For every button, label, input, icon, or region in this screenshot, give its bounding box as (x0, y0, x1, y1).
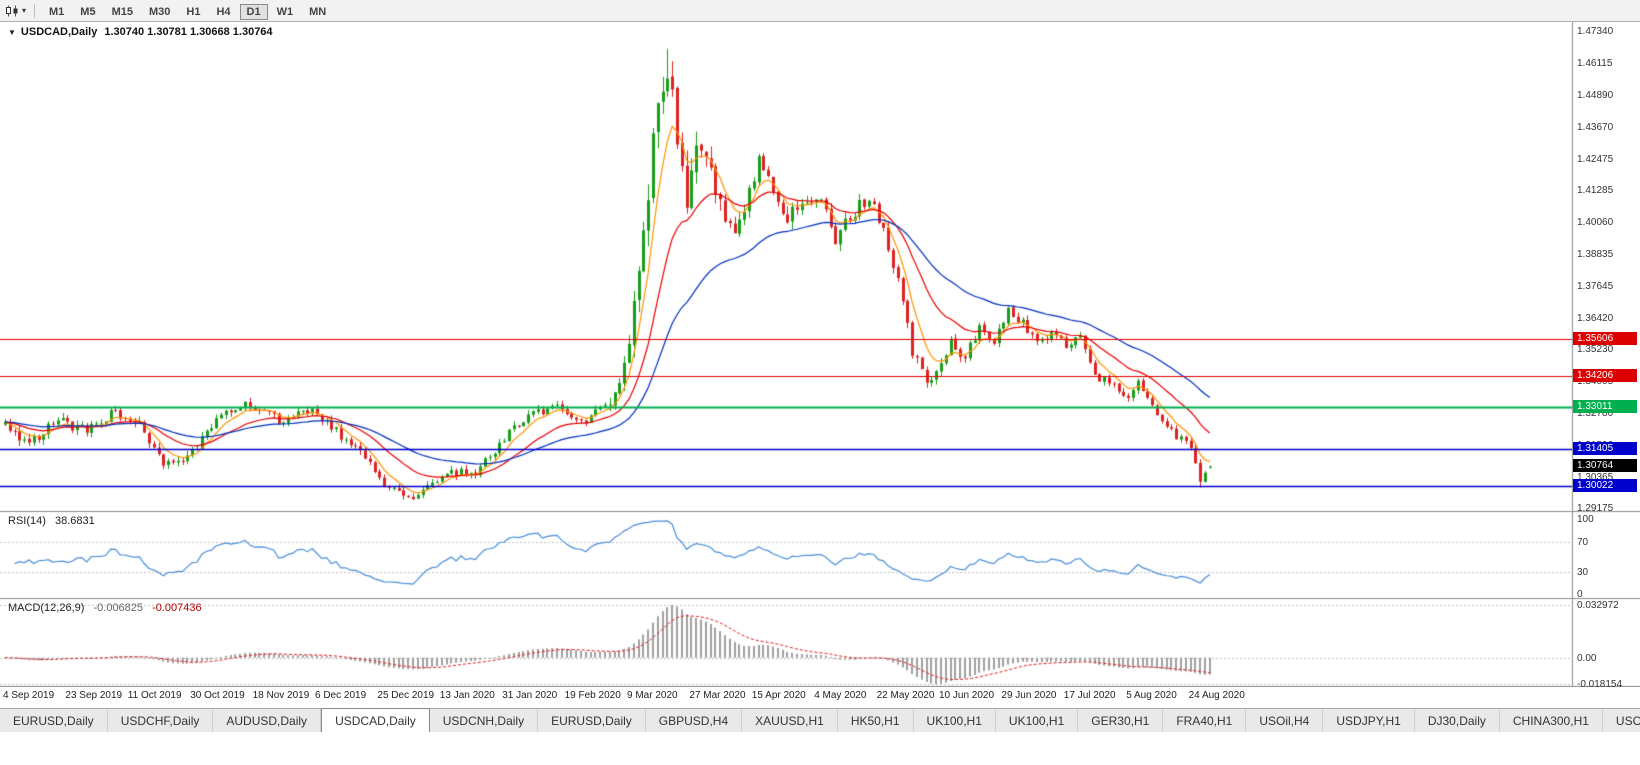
chart-tab-uk100-h1[interactable]: UK100,H1 (996, 709, 1079, 732)
chart-tabs-bar: EURUSD,Daily USDCHF,Daily AUDUSD,Daily USDC… (0, 708, 1640, 732)
current-price-tag: 1.30764 (1573, 459, 1637, 473)
date-axis-label: 10 Jun 2020 (939, 690, 995, 701)
rsi-current-value: 38.6831 (54, 515, 95, 527)
chart-ohlc-values: 1.30740 1.30781 1.30668 1.30764 (104, 26, 273, 38)
price-level-tag: 1.34206 (1573, 368, 1637, 382)
date-axis-label: 30 Oct 2019 (190, 690, 245, 701)
price-level-tag: 1.31405 (1573, 442, 1637, 456)
chart-tab-usdjpy-h1[interactable]: USDJPY,H1 (1323, 709, 1415, 732)
date-axis-label: 25 Dec 2019 (377, 690, 435, 701)
date-axis-label: 15 Apr 2020 (751, 690, 806, 701)
price-level-tag: 1.33011 (1573, 400, 1637, 414)
timeframe-button-h4[interactable]: H4 (216, 5, 231, 18)
date-axis-label: 24 Aug 2020 (1188, 690, 1245, 701)
rsi-panel-header: RSI(14) 38.6831 (8, 515, 95, 527)
price-axis-label: 1.37645 (1577, 280, 1614, 292)
macd-panel-header: MACD(12,26,9) -0.006825 -0.007436 (8, 602, 202, 614)
price-axis-label: 1.38835 (1577, 249, 1614, 261)
timeframe-button-m30[interactable]: M30 (148, 5, 171, 18)
rsi-level-label: 70 (1577, 536, 1589, 548)
chart-type-dropdown-icon[interactable]: ▾ (22, 6, 27, 15)
price-axis-label: 1.29175 (1577, 503, 1614, 514)
date-axis-label: 13 Jan 2020 (439, 690, 495, 701)
timeframe-button-w1[interactable]: W1 (276, 5, 294, 18)
date-axis-label: 4 Sep 2019 (3, 690, 55, 701)
rsi-level-label: 30 (1577, 566, 1589, 578)
timeframe-toolbar: ▾ M1 M5 M15 M30 H1 H4 D1 W1 MN (0, 0, 1640, 22)
chart-tab-eurusd-daily[interactable]: EURUSD,Daily (0, 709, 108, 732)
macd-indicator-label: MACD(12,26,9) (8, 602, 85, 614)
chart-tab-hk50-h1[interactable]: HK50,H1 (838, 709, 914, 732)
date-axis-label: 4 May 2020 (814, 690, 867, 701)
chart-tab-ger30-h1[interactable]: GER30,H1 (1078, 709, 1164, 732)
date-axis-label: 5 Aug 2020 (1126, 690, 1177, 701)
chart-tab-usdcnh-daily[interactable]: USDCNH,Daily (430, 709, 539, 732)
rsi-level-label: 0 (1577, 589, 1583, 600)
chart-tab-usoil-h1[interactable]: USOil,H1 (1603, 709, 1640, 732)
timeframe-button-m15[interactable]: M15 (111, 5, 133, 18)
macd-main-value: -0.006825 (93, 602, 144, 614)
toolbar-separator (34, 3, 36, 18)
date-axis-label: 11 Oct 2019 (127, 690, 182, 701)
macd-level-label: 0.032972 (1577, 600, 1619, 611)
date-axis-label: 29 Jun 2020 (1001, 690, 1057, 701)
date-axis-label: 17 Jul 2020 (1063, 690, 1116, 701)
price-axis-label: 1.41285 (1577, 185, 1614, 196)
chart-type-icon[interactable] (5, 5, 19, 17)
price-axis-label: 1.30365 (1577, 471, 1614, 483)
date-axis-label: 19 Feb 2020 (564, 690, 621, 701)
price-axis-label: 1.35230 (1577, 344, 1614, 355)
macd-signal-value: -0.007436 (152, 602, 202, 614)
chart-tab-eurusd-daily[interactable]: EURUSD,Daily (538, 709, 646, 732)
timeframe-button-h1[interactable]: H1 (186, 5, 201, 18)
date-axis-label: 27 Mar 2020 (689, 690, 746, 701)
price-axis-label: 1.42475 (1577, 153, 1614, 165)
date-axis-label: 18 Nov 2019 (252, 690, 310, 701)
chart-tab-dj30-daily[interactable]: DJ30,Daily (1415, 709, 1500, 732)
chart-ohlc-header: ▼ USDCAD,Daily 1.30740 1.30781 1.30668 1… (8, 26, 273, 38)
price-axis-label: 1.46115 (1577, 58, 1613, 70)
price-level-tag: 1.30022 (1573, 478, 1637, 492)
price-axis-label: 1.40060 (1577, 217, 1614, 229)
timeframe-button-group: M1 M5 M15 M30 H1 H4 D1 W1 MN (41, 2, 334, 20)
rsi-indicator-label: RSI(14) (8, 515, 46, 527)
collapse-indicator-icon[interactable]: ▼ (8, 27, 16, 37)
price-chart-canvas[interactable] (0, 22, 1640, 687)
price-axis-label: 1.47340 (1577, 26, 1614, 37)
date-axis-label: 9 Mar 2020 (627, 690, 678, 701)
rsi-level-label: 100 (1577, 514, 1594, 525)
timeframe-button-m1[interactable]: M1 (49, 5, 65, 18)
chart-symbol-label: USDCAD,Daily (20, 26, 98, 38)
chart-tab-gbpusd-h4[interactable]: GBPUSD,H4 (646, 709, 743, 732)
date-axis-label: 23 Sep 2019 (65, 690, 123, 701)
chart-tab-usdcad-daily[interactable]: USDCAD,Daily (321, 708, 430, 732)
date-axis-label: 6 Dec 2019 (315, 690, 367, 701)
timeframe-button-m5[interactable]: M5 (80, 5, 96, 18)
chart-tab-usdchf-daily[interactable]: USDCHF,Daily (108, 709, 214, 732)
macd-level-label: -0.018154 (1577, 679, 1623, 690)
price-axis-label: 1.32780 (1577, 408, 1614, 420)
date-axis-label: 22 May 2020 (876, 690, 935, 701)
chart-tab-china300-h1[interactable]: CHINA300,H1 (1500, 709, 1603, 732)
price-level-tag: 1.35606 (1573, 332, 1637, 346)
chart-tab-uk100-h1[interactable]: UK100,H1 (914, 709, 996, 732)
chart-tab-usoil-h4[interactable]: USOil,H4 (1246, 709, 1324, 732)
price-axis-label: 1.43670 (1577, 122, 1614, 134)
price-axis-label: 1.44890 (1577, 90, 1614, 102)
chart-tab-xauusd-h1[interactable]: XAUUSD,H1 (742, 709, 838, 732)
chart-tab-audusd-daily[interactable]: AUDUSD,Daily (213, 709, 322, 732)
timeframe-button-d1[interactable]: D1 (239, 3, 268, 20)
macd-level-label: 0.00 (1577, 652, 1597, 664)
date-axis-label: 31 Jan 2020 (502, 690, 558, 701)
chart-tab-fra40-h1[interactable]: FRA40,H1 (1163, 709, 1247, 732)
timeframe-button-mn[interactable]: MN (309, 5, 327, 18)
price-axis-label: 1.36420 (1577, 312, 1614, 324)
